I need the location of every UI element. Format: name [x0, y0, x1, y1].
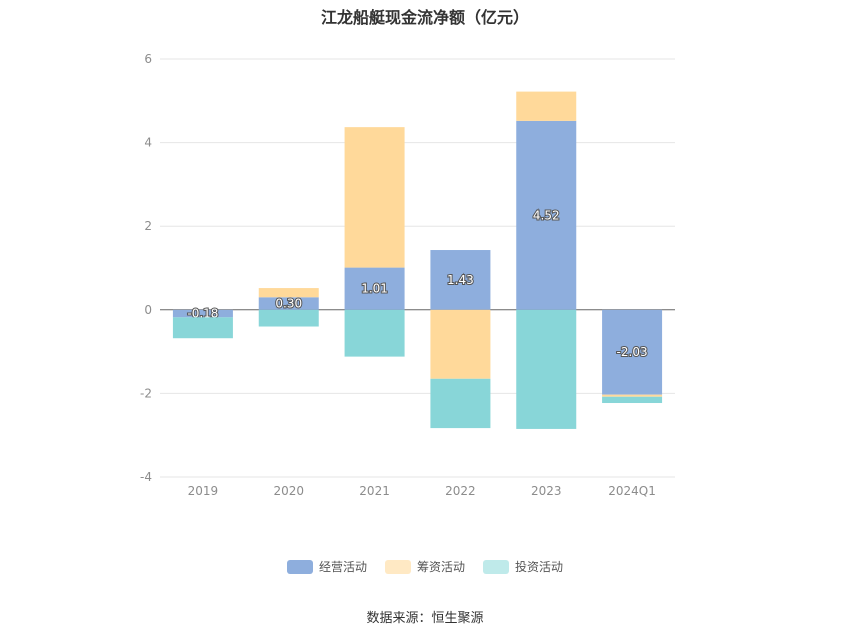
bar-operating — [516, 120, 577, 310]
legend-label-operating: 经营活动 — [318, 560, 367, 574]
bar-operating — [172, 309, 233, 318]
bar-investing — [258, 309, 319, 327]
legend-swatch-investing — [483, 559, 509, 574]
chart-legend: 经营活动 筹资活动 投资活动 — [0, 558, 850, 575]
legend-label-financing: 筹资活动 — [416, 560, 465, 574]
y-tick-label: 0 — [144, 303, 152, 317]
legend-swatch-operating — [286, 559, 313, 574]
bar-financing — [430, 309, 491, 379]
legend-item-financing[interactable]: 筹资活动 — [384, 558, 465, 575]
x-tick-label: 2023 — [531, 484, 562, 498]
bar-investing — [430, 378, 491, 429]
x-tick-label: 2024Q1 — [608, 484, 656, 498]
x-tick-label: 2021 — [359, 484, 390, 498]
data-label: 1.43 — [447, 273, 474, 287]
x-tick-label: 2020 — [273, 484, 304, 498]
y-tick-label: 6 — [144, 52, 152, 66]
data-label: -2.03 — [617, 345, 648, 359]
y-tick-label: -2 — [140, 386, 152, 400]
bar-financing — [258, 288, 319, 298]
data-label: 1.01 — [361, 282, 388, 296]
bar-financing — [602, 394, 663, 397]
bar-investing — [602, 396, 663, 404]
bar-operating — [430, 250, 491, 310]
legend-label-investing: 投资活动 — [515, 560, 564, 574]
chart-title: 江龙船艇现金流净额（亿元） — [320, 8, 529, 27]
y-tick-label: 2 — [144, 219, 152, 233]
bar-investing — [516, 309, 577, 429]
legend-swatch-financing — [384, 559, 411, 574]
bar-financing — [516, 91, 577, 121]
y-tick-label: 4 — [144, 136, 152, 150]
bar-operating — [602, 309, 663, 395]
x-tick-label: 2022 — [445, 484, 476, 498]
legend-item-investing[interactable]: 投资活动 — [483, 558, 563, 575]
bar-investing — [172, 317, 233, 339]
bar-investing — [344, 309, 405, 357]
x-tick-label: 2019 — [188, 484, 219, 498]
data-source-note: 数据来源：恒生聚源 — [366, 611, 484, 626]
bar-financing — [344, 127, 405, 268]
data-label: 0.30 — [275, 297, 302, 311]
legend-item-operating[interactable]: 经营活动 — [286, 558, 367, 575]
y-tick-label: -4 — [140, 470, 152, 484]
bar-operating — [258, 297, 319, 310]
data-label: 4.52 — [533, 208, 560, 222]
bar-operating — [344, 267, 405, 310]
